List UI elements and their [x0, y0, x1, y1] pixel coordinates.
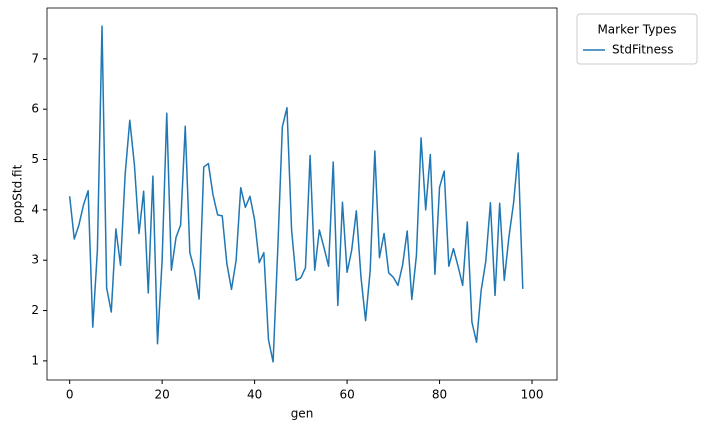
legend-title: Marker Types	[597, 23, 676, 37]
y-axis-label: popStd.fit	[11, 164, 25, 223]
line	[68, 25, 524, 363]
y-tick-label: 2	[31, 303, 39, 317]
x-tick-label: 40	[247, 388, 262, 402]
x-tick-label: 60	[339, 388, 354, 402]
y-tick-label: 3	[31, 253, 39, 267]
y-tick-label: 4	[31, 202, 39, 216]
plot-frame	[46, 7, 558, 381]
x-axis-label: gen	[291, 407, 314, 421]
y-tick-label: 1	[31, 353, 39, 367]
x-tick-label: 20	[154, 388, 169, 402]
y-tick-label: 7	[31, 51, 39, 65]
x-tick-label: 80	[432, 388, 447, 402]
x-tick-label: 0	[66, 388, 74, 402]
legend-box	[576, 13, 698, 65]
y-tick-label: 5	[31, 152, 39, 166]
legend-label: StdFitness	[612, 43, 674, 57]
x-tick-label: 100	[521, 388, 544, 402]
y-tick-label: 6	[31, 102, 39, 116]
